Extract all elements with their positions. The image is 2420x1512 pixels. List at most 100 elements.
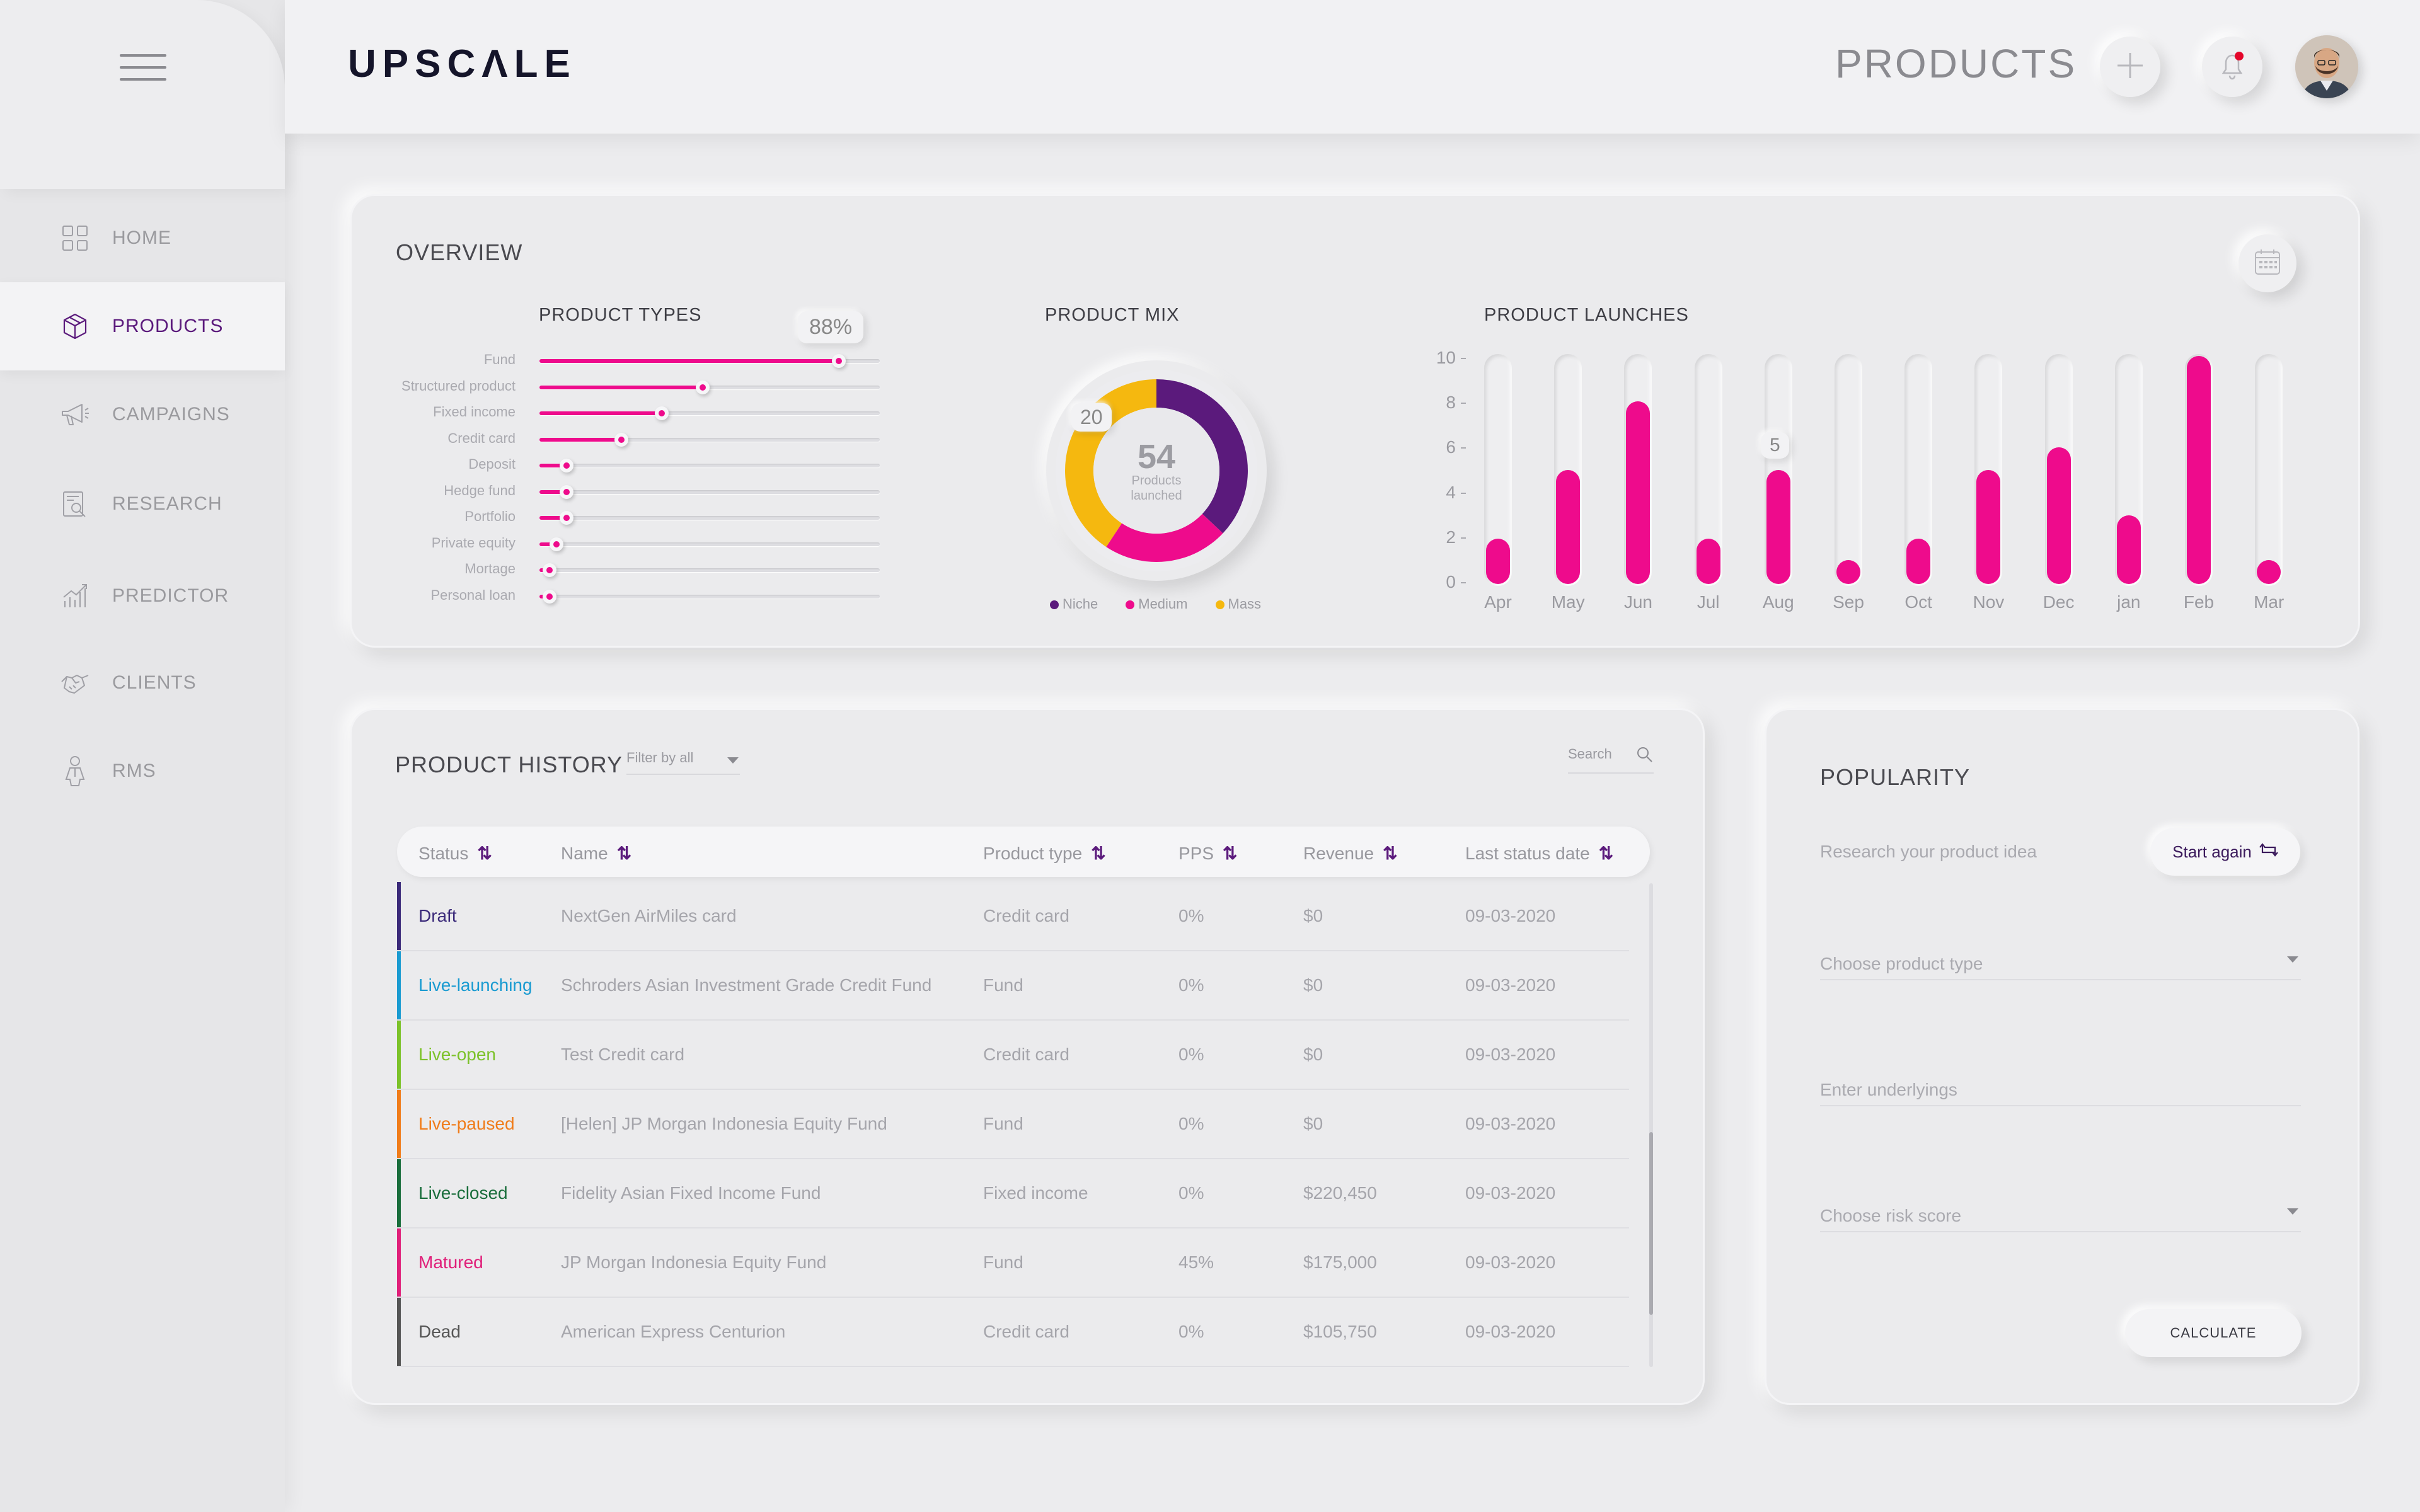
bar-track — [1484, 354, 1512, 586]
product-type-slider[interactable] — [539, 432, 880, 447]
sidebar-item-campaigns[interactable]: CAMPAIGNS — [0, 370, 285, 459]
add-button[interactable] — [2100, 37, 2160, 97]
sidebar-item-products[interactable]: PRODUCTS — [0, 282, 285, 370]
table-scrollbar-thumb[interactable] — [1649, 1132, 1653, 1315]
sort-icon[interactable]: ⇅ — [1091, 844, 1106, 863]
avatar[interactable] — [2295, 35, 2358, 98]
bar-track — [1624, 354, 1652, 586]
bar-aug[interactable] — [1766, 470, 1790, 584]
product-type-slider[interactable] — [539, 484, 880, 499]
column-header[interactable]: Product type ⇅ — [983, 843, 1106, 864]
bar-jun[interactable] — [1626, 401, 1651, 584]
calendar-button[interactable] — [2238, 234, 2296, 292]
product-type-select[interactable]: Choose product type — [1820, 942, 2301, 980]
column-header[interactable]: Revenue ⇅ — [1303, 843, 1398, 864]
table-row[interactable]: Dead American Express Centurion Credit car… — [397, 1298, 1629, 1367]
y-tick-mark — [1461, 492, 1466, 494]
product-type-slider[interactable] — [539, 380, 880, 394]
sidebar-item-label: RESEARCH — [112, 493, 222, 514]
slider-knob[interactable] — [560, 511, 574, 525]
column-header[interactable]: Last status date ⇅ — [1465, 843, 1613, 864]
slider-knob[interactable] — [655, 406, 669, 420]
donut-segment-medium[interactable] — [1106, 513, 1223, 562]
bar-may[interactable] — [1556, 470, 1581, 584]
slider-knob[interactable] — [614, 432, 628, 447]
slider-knob[interactable] — [560, 484, 574, 499]
product-type-slider[interactable] — [539, 511, 880, 525]
bar-dec[interactable] — [2046, 447, 2071, 584]
slider-knob[interactable] — [560, 459, 574, 472]
cell-pps: 0% — [1178, 1183, 1204, 1203]
sidebar-item-label: CAMPAIGNS — [112, 404, 230, 425]
overview-card — [350, 194, 2360, 648]
risk-score-select[interactable]: Choose risk score — [1820, 1194, 2301, 1232]
x-tick-label: Feb — [2183, 592, 2215, 612]
bar-feb[interactable] — [2187, 356, 2211, 584]
product-type-slider[interactable] — [539, 537, 880, 551]
column-header[interactable]: PPS ⇅ — [1178, 843, 1238, 864]
donut-segment-niche[interactable] — [1156, 379, 1248, 534]
table-row[interactable]: Matured JP Morgan Indonesia Equity Fund Fu… — [397, 1228, 1629, 1298]
sidebar-item-clients[interactable]: CLIENTS — [0, 639, 285, 727]
product-type-slider[interactable] — [539, 354, 880, 368]
slider-knob[interactable] — [550, 537, 563, 551]
cell-date: 09-03-2020 — [1465, 1252, 1556, 1272]
sidebar-item-rms[interactable]: RMS — [0, 727, 285, 815]
plus-icon — [2114, 50, 2146, 84]
underlyings-input[interactable]: Enter underlyings — [1820, 1068, 2301, 1106]
slider-knob[interactable] — [832, 354, 846, 368]
bar-oct[interactable] — [1906, 538, 1931, 584]
bar-nov[interactable] — [1976, 470, 2001, 584]
search-input[interactable]: Search — [1568, 746, 1612, 762]
sort-icon[interactable]: ⇅ — [1598, 844, 1614, 863]
table-row[interactable]: Live-launching Schroders Asian Investment… — [397, 951, 1629, 1021]
cell-revenue: $105,750 — [1303, 1322, 1377, 1341]
slider-knob[interactable] — [543, 589, 557, 604]
column-header[interactable]: Status ⇅ — [418, 843, 492, 864]
product-type-slider[interactable] — [539, 589, 880, 604]
search-field[interactable]: Search — [1568, 746, 1654, 774]
product-type-slider[interactable] — [539, 563, 880, 577]
sort-icon[interactable]: ⇅ — [1383, 844, 1398, 863]
filter-dropdown[interactable]: Filter by all — [626, 750, 740, 775]
slider-knob[interactable] — [543, 563, 557, 577]
sidebar-item-home[interactable]: HOME — [0, 194, 285, 282]
page-title: PRODUCTS — [1835, 41, 2077, 86]
table-row[interactable]: Live-closed Fidelity Asian Fixed Income F… — [397, 1159, 1629, 1228]
column-header[interactable]: Name ⇅ — [561, 843, 631, 864]
sidebar-item-research[interactable]: RESEARCH — [0, 460, 285, 548]
sort-icon[interactable]: ⇅ — [477, 844, 492, 863]
x-tick-label: Dec — [2043, 592, 2075, 612]
table-row[interactable]: Live-paused [Helen] JP Morgan Indonesia E… — [397, 1090, 1629, 1159]
product-type-label: Mortage — [464, 561, 516, 576]
product-type-slider[interactable] — [539, 459, 880, 472]
sidebar-item-predictor[interactable]: PREDICTOR — [0, 552, 285, 640]
cell-type: Fund — [983, 975, 1023, 995]
bell-icon — [2215, 48, 2250, 86]
table-row[interactable]: Draft NextGen AirMiles card Credit card 0% $… — [397, 882, 1629, 951]
sort-icon[interactable]: ⇅ — [616, 844, 632, 863]
legend-item: Niche — [1050, 596, 1098, 612]
calculate-button[interactable]: CALCULATE — [2125, 1309, 2302, 1357]
bar-jul[interactable] — [1696, 538, 1720, 584]
product-type-label: Hedge fund — [444, 482, 516, 498]
product-type-fill — [539, 464, 567, 467]
y-tick-mark — [1461, 403, 1466, 404]
product-type-slider[interactable] — [539, 406, 880, 420]
sort-icon[interactable]: ⇅ — [1223, 844, 1238, 863]
underlyings-placeholder: Enter underlyings — [1820, 1080, 1957, 1099]
table-scrollbar-track[interactable] — [1649, 883, 1653, 1367]
notifications-button[interactable] — [2202, 37, 2262, 97]
bar-apr[interactable] — [1486, 538, 1510, 584]
slider-knob[interactable] — [696, 380, 710, 394]
bar-jan[interactable] — [2116, 515, 2141, 584]
y-tick-label: 8 — [1446, 392, 1456, 413]
bar-mar[interactable] — [2257, 560, 2281, 584]
start-again-button[interactable]: Start again — [2150, 828, 2300, 876]
bar-sep[interactable] — [1836, 560, 1860, 584]
cell-type: Credit card — [983, 1322, 1069, 1341]
table-row[interactable]: Live-open Test Credit card Credit card 0% $0… — [397, 1021, 1629, 1090]
product-launches-title: PRODUCT LAUNCHES — [1484, 305, 1689, 325]
search-icon[interactable] — [1636, 746, 1654, 767]
hamburger-menu-icon[interactable] — [120, 54, 166, 83]
